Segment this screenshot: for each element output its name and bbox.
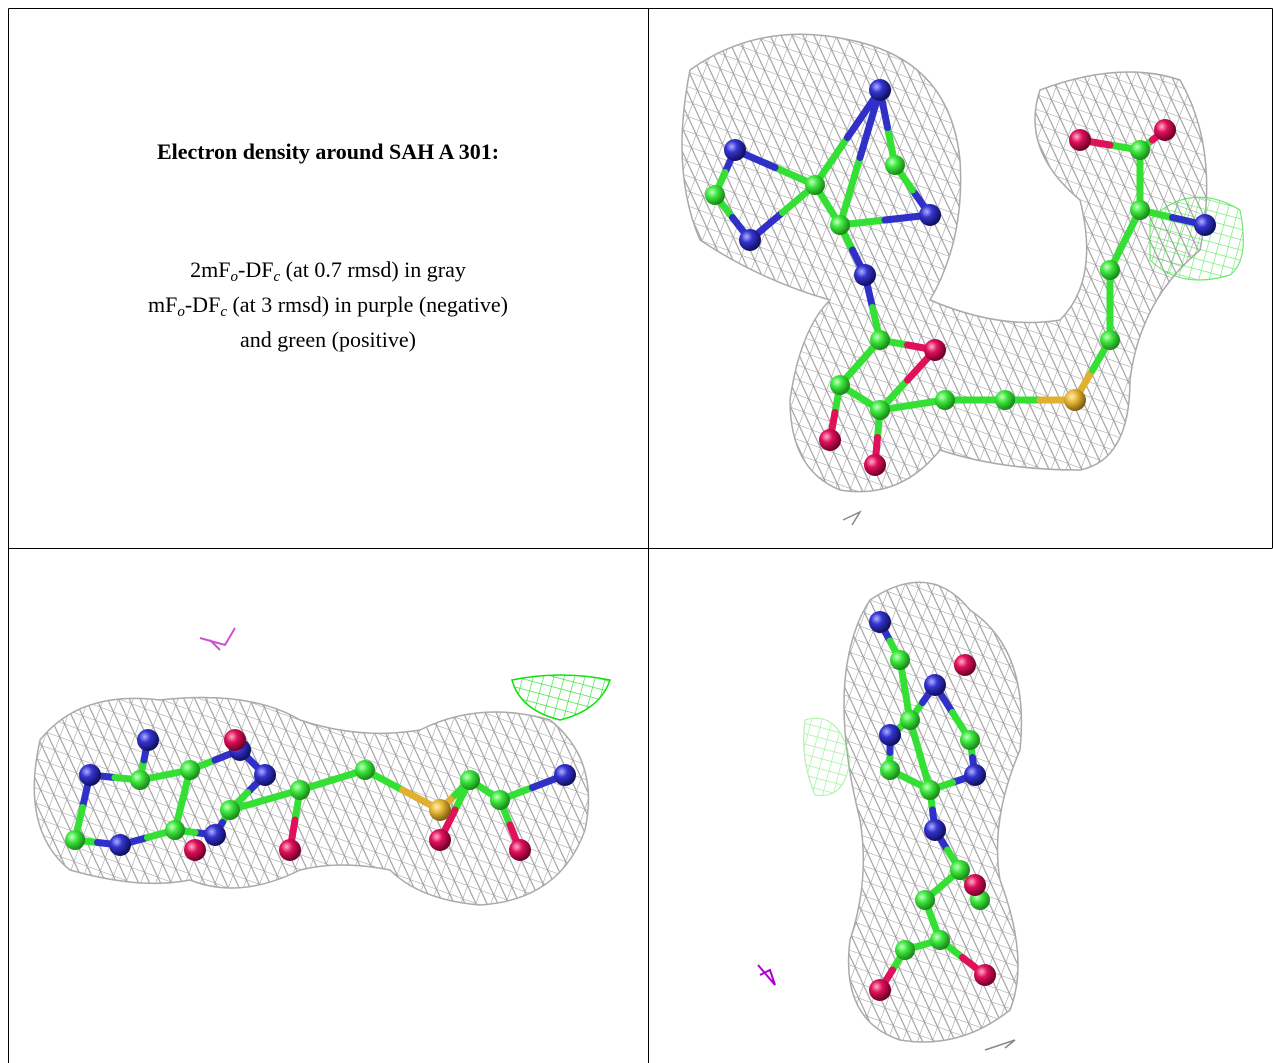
atom xyxy=(739,229,761,251)
atom xyxy=(935,390,955,410)
atom xyxy=(705,185,725,205)
atom xyxy=(724,139,746,161)
atom xyxy=(900,710,920,730)
caption-title: Electron density around SAH A 301: xyxy=(156,139,500,164)
atom xyxy=(429,829,451,851)
legend-text: o xyxy=(230,269,239,285)
atom xyxy=(184,839,206,861)
atom xyxy=(254,764,276,786)
negative-mesh xyxy=(199,627,236,651)
atom xyxy=(1154,119,1176,141)
legend-text: -DF xyxy=(184,292,221,317)
atom xyxy=(180,760,200,780)
atom xyxy=(915,890,935,910)
atom xyxy=(130,770,150,790)
atom xyxy=(554,764,576,786)
negative-mesh xyxy=(757,964,776,986)
atom xyxy=(1069,129,1091,151)
legend-text: mF xyxy=(148,292,178,317)
atom xyxy=(165,820,185,840)
legend-text: 2mF xyxy=(190,257,231,282)
mesh-fragment xyxy=(842,510,862,526)
atom xyxy=(290,780,310,800)
atom xyxy=(869,611,891,633)
atom xyxy=(490,790,510,810)
atom xyxy=(1130,200,1150,220)
atom xyxy=(924,674,946,696)
bond xyxy=(836,154,864,229)
atom xyxy=(919,204,941,226)
legend-line: and green (positive) xyxy=(9,322,647,357)
legend-text: (at 3 rmsd) in purple (negative) xyxy=(226,292,508,317)
atom xyxy=(65,830,85,850)
atom xyxy=(830,215,850,235)
legend-text: c xyxy=(220,304,227,320)
atom xyxy=(920,780,940,800)
atom xyxy=(950,860,970,880)
positive-mesh xyxy=(803,717,851,797)
mesh xyxy=(681,33,1208,493)
legend-text: o xyxy=(177,304,185,320)
atom xyxy=(137,729,159,751)
atom xyxy=(930,930,950,950)
atom xyxy=(429,799,451,821)
atom xyxy=(924,339,946,361)
atom xyxy=(854,264,876,286)
atom xyxy=(819,429,841,451)
atom xyxy=(864,454,886,476)
atom xyxy=(974,964,996,986)
atom xyxy=(79,764,101,786)
atom xyxy=(509,839,531,861)
caption-cell: Electron density around SAH A 301: 2mFo-… xyxy=(9,9,647,547)
atom xyxy=(954,654,976,676)
atom xyxy=(460,770,480,790)
atom xyxy=(870,330,890,350)
atom xyxy=(204,824,226,846)
atom xyxy=(1100,330,1120,350)
atom xyxy=(960,730,980,750)
atom xyxy=(869,979,891,1001)
caption-legend: 2mFo-DFc (at 0.7 rmsd) in gray mFo-DFc (a… xyxy=(9,252,647,357)
legend-text: (at 0.7 rmsd) in gray xyxy=(280,257,466,282)
atom xyxy=(870,400,890,420)
mesh xyxy=(33,696,590,906)
atom xyxy=(220,800,240,820)
atom xyxy=(895,940,915,960)
atom xyxy=(964,764,986,786)
atom xyxy=(355,760,375,780)
atom xyxy=(964,874,986,896)
legend-text: and green (positive) xyxy=(240,327,416,352)
atom xyxy=(995,390,1015,410)
atom xyxy=(880,760,900,780)
atom xyxy=(890,650,910,670)
positive-mesh xyxy=(1149,196,1244,281)
atom xyxy=(109,834,131,856)
atom xyxy=(1130,140,1150,160)
atom xyxy=(805,175,825,195)
positive-mesh xyxy=(511,674,611,721)
atom xyxy=(885,155,905,175)
molecules xyxy=(65,79,1216,1001)
atom xyxy=(869,79,891,101)
atom xyxy=(830,375,850,395)
atom xyxy=(879,724,901,746)
legend-text: c xyxy=(273,269,281,285)
legend-text: -DF xyxy=(238,257,274,282)
atom xyxy=(1100,260,1120,280)
atom xyxy=(224,729,246,751)
atom xyxy=(1064,389,1086,411)
atom xyxy=(1194,214,1216,236)
legend-line: 2mFo-DFc (at 0.7 rmsd) in gray xyxy=(9,252,647,287)
atom xyxy=(279,839,301,861)
legend-line: mFo-DFc (at 3 rmsd) in purple (negative) xyxy=(9,287,647,322)
atom xyxy=(924,819,946,841)
mesh-fragment xyxy=(984,1039,1016,1051)
bond xyxy=(856,86,884,161)
